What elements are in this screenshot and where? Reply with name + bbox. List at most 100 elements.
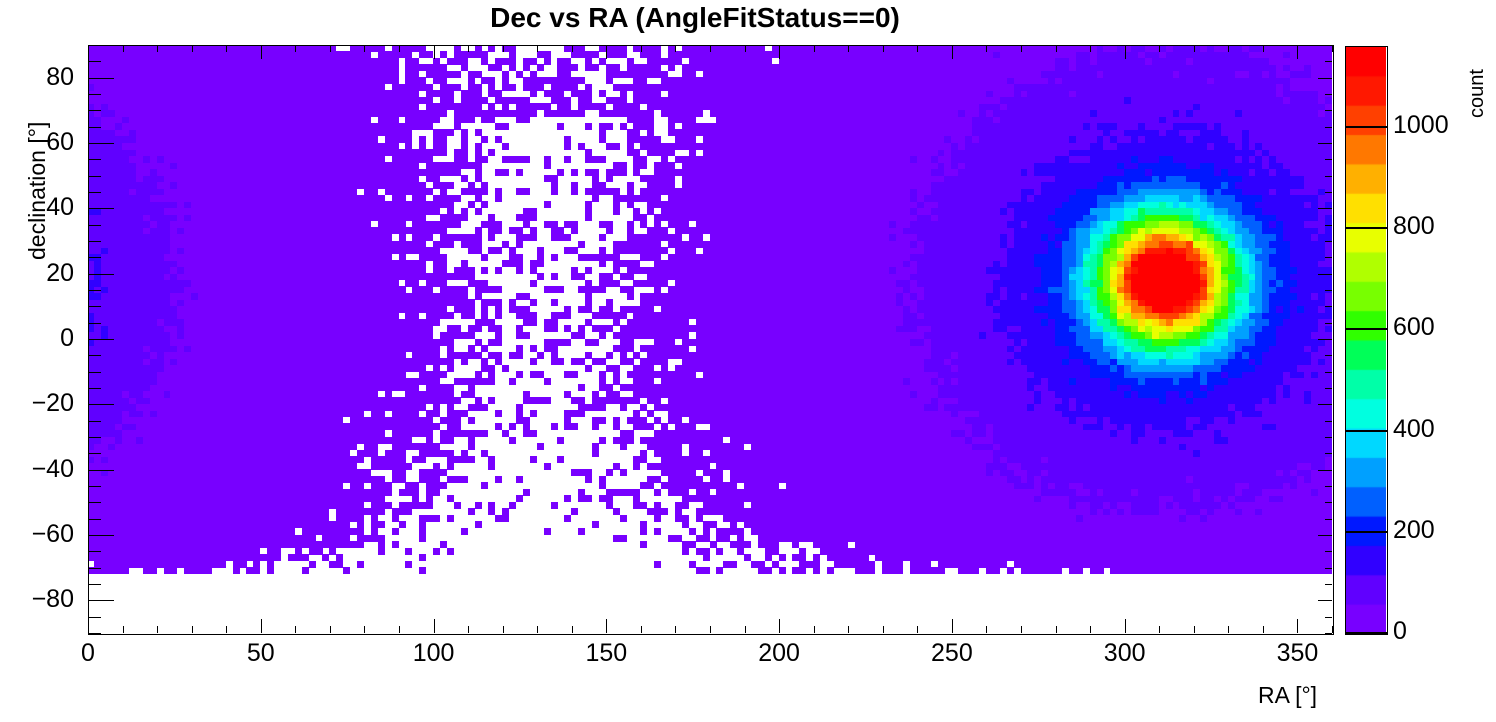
axis-tick [1228,626,1230,633]
axis-tick [1090,626,1092,633]
y-tick-label: 40 [46,193,74,222]
axis-tick [88,110,101,112]
axis-tick [88,567,101,569]
axis-tick [710,45,711,52]
color-scale-tick [1345,530,1387,533]
axis-tick [88,535,114,536]
axis-tick [88,208,114,210]
axis-tick [1325,551,1332,553]
axis-tick [88,94,101,95]
axis-tick [88,45,101,46]
axis-tick [1193,626,1195,633]
axis-tick [88,257,101,259]
axis-tick [502,45,504,52]
axis-tick [88,404,101,406]
axis-tick [364,45,366,52]
axis-tick [1325,257,1332,259]
axis-tick [1325,584,1332,585]
axis-tick [88,143,114,144]
axis-tick [191,45,193,52]
axis-tick [88,273,101,275]
axis-tick [88,420,101,422]
axis-tick [88,404,114,406]
color-scale-tick [1345,328,1387,331]
axis-tick [226,45,228,52]
axis-tick [848,45,850,52]
axis-tick [1325,339,1332,340]
color-scale-tick-label: 200 [1393,515,1435,544]
axis-tick [88,175,101,177]
page-title: Dec vs RA (AngleFitStatus==0) [490,2,900,33]
axis-tick [1262,626,1264,633]
color-scale-tick-label: 400 [1393,414,1435,443]
color-scale-tick-label: 800 [1393,212,1435,241]
axis-tick [1332,45,1333,52]
axis-tick [88,600,101,602]
axis-tick [295,45,297,52]
axis-tick [88,126,101,128]
axis-tick [88,633,101,634]
axis-tick [710,626,711,633]
axis-tick [1325,208,1332,210]
axis-tick [779,45,781,59]
axis-tick [1297,619,1299,633]
axis-tick [88,469,114,471]
axis-tick [88,339,114,340]
axis-tick [917,626,919,633]
axis-tick [1325,61,1332,63]
color-scale-tick [1345,125,1387,128]
axis-tick [1090,45,1092,52]
axis-tick [88,388,101,389]
color-scale-tick [1345,227,1387,230]
axis-tick [675,626,677,633]
axis-tick [1325,502,1332,504]
axis-tick [1193,45,1195,52]
axis-tick [1325,420,1332,422]
axis-tick [88,339,101,340]
axis-tick [88,208,101,210]
axis-tick [433,45,435,59]
axis-tick [88,45,89,59]
axis-tick [986,45,988,52]
axis-tick [260,45,262,59]
axis-tick [88,619,89,633]
axis-tick [88,502,101,504]
axis-tick [606,45,608,59]
axis-tick [1325,306,1332,308]
axis-tick [1325,159,1332,161]
x-tick-label: 0 [81,639,95,667]
axis-tick [88,273,114,275]
axis-tick [537,626,539,633]
axis-tick [1159,45,1161,52]
axis-tick [88,192,101,193]
axis-tick [1332,626,1333,633]
axis-tick [1325,273,1332,275]
axis-tick [1124,619,1126,633]
axis-tick [744,45,746,52]
x-tick-label: 250 [931,639,973,667]
axis-tick [88,77,114,79]
axis-tick [1325,241,1332,242]
axis-tick [88,61,101,63]
axis-tick [1325,355,1332,357]
axis-tick [88,453,101,455]
axis-tick [88,224,101,226]
axis-tick [1228,45,1230,52]
axis-tick [675,45,677,52]
axis-tick [399,626,400,633]
y-tick-label: 80 [46,62,74,91]
axis-tick [88,290,101,291]
axis-tick [191,626,193,633]
axis-tick [882,626,884,633]
axis-tick [88,437,101,438]
color-scale-tick-label: 600 [1393,313,1435,342]
color-scale-bar [1345,46,1386,633]
x-tick-label: 300 [1103,639,1146,667]
axis-tick [329,626,331,633]
axis-tick [779,619,781,633]
axis-tick [1325,175,1332,177]
axis-tick [1021,45,1022,52]
axis-tick [122,626,124,633]
axis-tick [88,355,101,357]
